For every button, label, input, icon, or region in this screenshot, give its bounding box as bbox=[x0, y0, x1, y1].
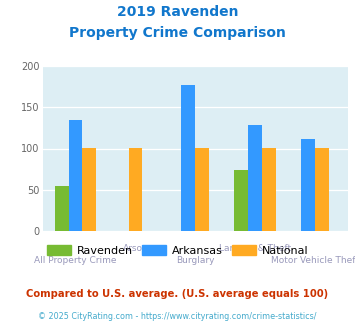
Text: Motor Vehicle Theft: Motor Vehicle Theft bbox=[271, 256, 355, 265]
Text: Arson: Arson bbox=[122, 244, 148, 253]
Bar bbox=[234, 170, 248, 231]
Bar bbox=[248, 124, 262, 231]
Bar bbox=[181, 85, 195, 231]
Text: Larceny & Theft: Larceny & Theft bbox=[219, 244, 291, 253]
Bar bbox=[55, 185, 69, 231]
Bar bbox=[82, 148, 96, 231]
Bar bbox=[315, 148, 329, 231]
Bar bbox=[301, 139, 315, 231]
Text: © 2025 CityRating.com - https://www.cityrating.com/crime-statistics/: © 2025 CityRating.com - https://www.city… bbox=[38, 312, 317, 321]
Text: 2019 Ravenden: 2019 Ravenden bbox=[117, 5, 238, 19]
Legend: Ravenden, Arkansas, National: Ravenden, Arkansas, National bbox=[42, 241, 313, 260]
Text: Burglary: Burglary bbox=[176, 256, 214, 265]
Text: All Property Crime: All Property Crime bbox=[34, 256, 117, 265]
Bar bbox=[129, 148, 142, 231]
Bar bbox=[262, 148, 276, 231]
Text: Compared to U.S. average. (U.S. average equals 100): Compared to U.S. average. (U.S. average … bbox=[26, 289, 329, 299]
Bar bbox=[195, 148, 209, 231]
Text: Property Crime Comparison: Property Crime Comparison bbox=[69, 26, 286, 40]
Bar bbox=[69, 120, 82, 231]
